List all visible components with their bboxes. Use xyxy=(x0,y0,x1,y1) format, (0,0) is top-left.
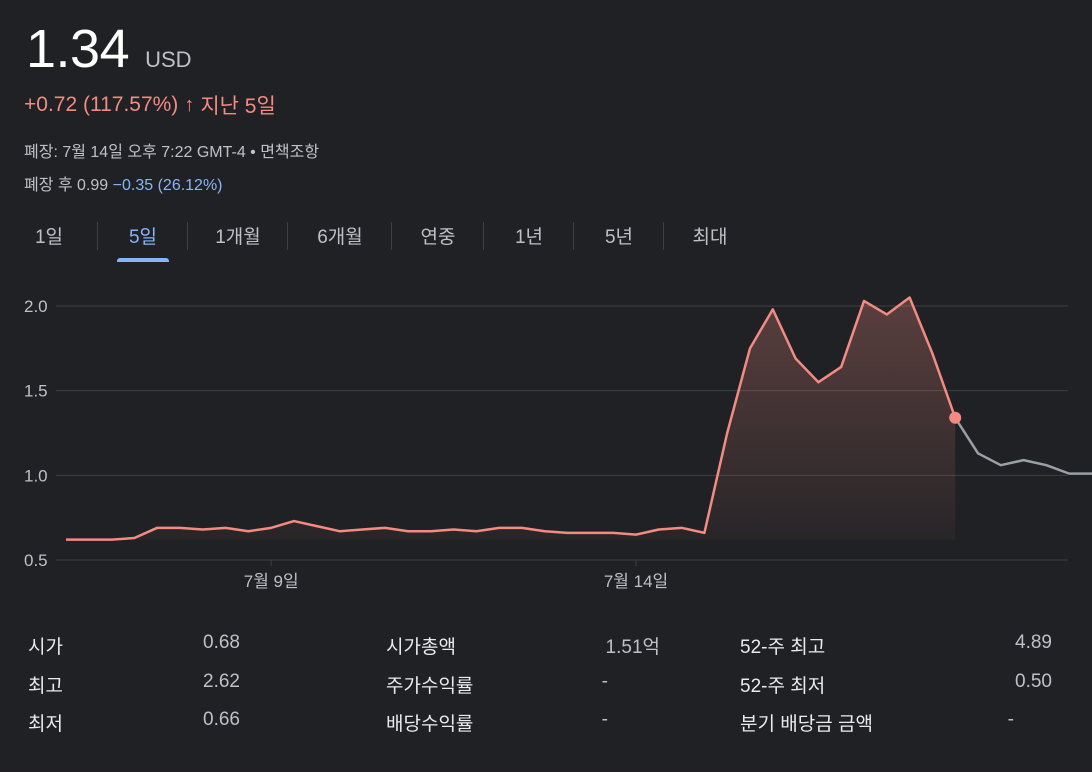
stat-label: 주가수익률 xyxy=(386,676,474,697)
price-area xyxy=(66,297,956,540)
tab-label: 최대 xyxy=(692,226,728,248)
stat-quarterly-dividend: 분기 배당금 금액 - xyxy=(740,709,1014,736)
tab-ytd[interactable]: 연중 xyxy=(392,214,484,256)
tab-1y[interactable]: 1년 xyxy=(484,214,574,256)
price-change: +0.72 (117.57%) ↑ 지난 5일 xyxy=(24,90,276,120)
stat-label: 52-주 최저 xyxy=(740,676,826,697)
price-header: 1.34 USD xyxy=(26,18,192,80)
tab-6m[interactable]: 6개월 xyxy=(288,214,392,256)
stat-value: 1.51억 xyxy=(605,637,660,658)
tab-label: 6개월 xyxy=(317,226,363,248)
stat-label: 시가총액 xyxy=(386,637,456,658)
stat-dividend-yield: 배당수익률 - xyxy=(386,709,608,736)
y-tick-label: 1.0 xyxy=(24,466,48,485)
stat-label: 분기 배당금 금액 xyxy=(740,714,873,735)
stat-low: 최저 0.66 xyxy=(28,709,240,736)
y-tick-label: 0.5 xyxy=(24,551,48,570)
range-tabs: 1일 5일 1개월 6개월 연중 1년 5년 최대 xyxy=(0,214,756,262)
active-tab-indicator xyxy=(117,258,169,262)
stat-label: 최저 xyxy=(28,714,63,735)
stat-52w-high: 52-주 최고 4.89 xyxy=(740,632,1052,659)
x-tick-label: 7월 9일 xyxy=(244,572,299,591)
x-tick-label: 7월 14일 xyxy=(604,572,668,591)
stat-value: - xyxy=(1007,709,1014,730)
stat-value: 0.68 xyxy=(203,632,240,653)
stat-value: 4.89 xyxy=(1015,632,1052,653)
tab-label: 5년 xyxy=(604,226,634,248)
stat-pe-ratio: 주가수익률 - xyxy=(386,671,608,698)
closed-info[interactable]: 폐장: 7월 14일 오후 7:22 GMT-4 • 면책조항 xyxy=(24,144,320,161)
tab-label: 5일 xyxy=(128,226,158,248)
stat-label: 배당수익률 xyxy=(386,714,474,735)
change-period: 지난 5일 xyxy=(200,95,276,118)
stat-52w-low: 52-주 최저 0.50 xyxy=(740,671,1052,698)
after-hours-info: 폐장 후 0.99 −0.35 (26.12%) xyxy=(24,171,223,195)
currency-code: USD xyxy=(145,47,192,72)
after-hours-line xyxy=(954,417,1092,475)
stat-label: 최고 xyxy=(28,676,63,697)
close-marker xyxy=(949,411,962,424)
tab-1m[interactable]: 1개월 xyxy=(188,214,288,256)
arrow-up-icon: ↑ xyxy=(184,93,195,116)
y-tick-label: 1.5 xyxy=(24,382,48,401)
price-line xyxy=(66,296,957,541)
price-chart[interactable]: 0.5 1.0 1.5 2.0 7월 9일 7월 14일 xyxy=(0,280,1092,600)
stat-value: 0.50 xyxy=(1015,671,1052,692)
stat-value: - xyxy=(601,671,608,692)
after-hours-label: 폐장 후 0.99 xyxy=(24,177,109,194)
stat-value: 0.66 xyxy=(203,709,240,730)
stat-open: 시가 0.68 xyxy=(28,632,240,659)
tab-label: 1년 xyxy=(514,226,544,248)
tab-label: 1일 xyxy=(34,226,64,248)
tab-1d[interactable]: 1일 xyxy=(0,214,98,256)
y-tick-label: 2.0 xyxy=(24,297,48,316)
after-hours-change: −0.35 (26.12%) xyxy=(112,177,223,194)
tab-5y[interactable]: 5년 xyxy=(574,214,664,256)
tab-label: 연중 xyxy=(420,226,456,248)
tab-label: 1개월 xyxy=(215,226,261,248)
tab-5d[interactable]: 5일 xyxy=(98,214,188,262)
tab-max[interactable]: 최대 xyxy=(664,214,756,256)
stat-label: 52-주 최고 xyxy=(740,637,826,658)
stat-value: 2.62 xyxy=(203,671,240,692)
stat-high: 최고 2.62 xyxy=(28,671,240,698)
stat-market-cap: 시가총액 1.51억 xyxy=(386,632,660,659)
stat-label: 시가 xyxy=(28,637,63,658)
stat-value: - xyxy=(601,709,608,730)
change-value: +0.72 (117.57%) xyxy=(24,93,179,116)
current-price: 1.34 xyxy=(26,19,130,79)
